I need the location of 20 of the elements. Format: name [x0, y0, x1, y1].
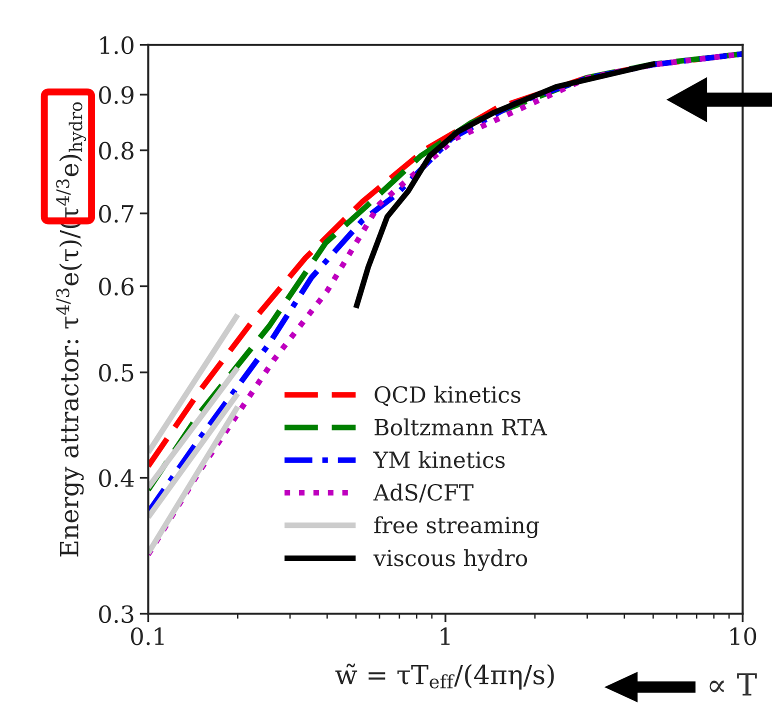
y-tick-label: 1.0: [100, 36, 134, 54]
legend-label: viscous hydro: [373, 549, 528, 571]
legend-label: AdS/CFT: [373, 484, 474, 503]
legend-label: QCD kinetics: [374, 386, 520, 406]
x-axis-title: w̃ = τT$_{eff}$/(4πη/s): [335, 664, 554, 690]
y-tick-label: 0.7: [99, 204, 134, 223]
y-tick-label: 0.6: [99, 278, 134, 296]
y-tick-label: 0.8: [99, 142, 134, 160]
x-tick-label: 1: [440, 627, 450, 645]
y-tick-label: 0.4: [99, 469, 134, 488]
x-tick-label: 10: [730, 627, 756, 646]
y-tick-label: 0.3: [99, 605, 134, 624]
legend-label: YM kinetics: [373, 450, 505, 468]
y-tick-label: 0.5: [99, 364, 134, 382]
x-tick-label: 0.1: [131, 627, 164, 646]
text: ∝ T: [710, 673, 757, 696]
y-tick-label: 0.9: [99, 86, 134, 104]
legend-label: Boltzmann RTA: [374, 418, 548, 436]
y-axis-title: Energy attractor: τ$^{4/3}$e(τ)/(τ$^{4/3}$e)$_{hydro}$: [56, 102, 86, 557]
legend-label: free streaming: [374, 516, 540, 538]
